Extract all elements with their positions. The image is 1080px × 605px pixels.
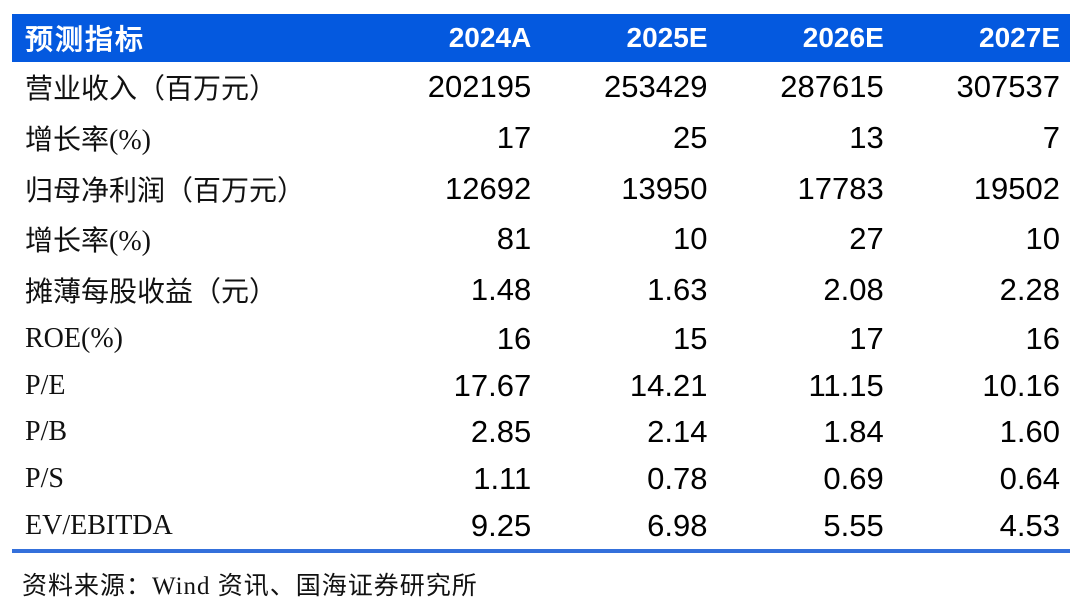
cell-value: 10 <box>1025 221 1060 257</box>
cell-value: 2.08 <box>823 272 884 308</box>
row-label: P/E <box>25 369 66 401</box>
cell-value: 16 <box>1025 320 1060 356</box>
row-label: 摊薄每股收益（元） <box>25 277 278 309</box>
cell-value: 0.64 <box>999 460 1060 496</box>
cell-value: 2.14 <box>647 414 708 450</box>
table-header-row: 预测指标 2024A 2025E 2026E 2027E <box>12 14 1070 62</box>
cell-value: 27 <box>849 221 884 257</box>
row-label: 增长率(%) <box>25 226 151 258</box>
cell-value: 10 <box>673 221 708 257</box>
row-label: EV/EBITDA <box>25 509 173 541</box>
row-label: 归母净利润（百万元） <box>25 175 306 207</box>
table-row: 增长率(%) 81 10 27 10 <box>12 214 1070 265</box>
row-label: 增长率(%) <box>25 125 151 157</box>
cell-value: 17 <box>849 320 884 356</box>
table-row: 增长率(%) 17 25 13 7 <box>12 113 1070 164</box>
table-row: 营业收入（百万元） 202195 253429 287615 307537 <box>12 62 1070 113</box>
table-row: P/B 2.85 2.14 1.84 1.60 <box>12 409 1070 456</box>
row-label: P/B <box>25 416 68 448</box>
header-year-2027e: 2027E <box>979 22 1060 53</box>
cell-value: 17783 <box>797 170 884 206</box>
cell-value: 13 <box>849 120 884 156</box>
cell-value: 14.21 <box>629 367 708 403</box>
forecast-table: 预测指标 2024A 2025E 2026E 2027E 营业收入（百万元） 2… <box>12 14 1070 602</box>
cell-value: 287615 <box>780 69 884 105</box>
bottom-rule <box>12 549 1070 553</box>
cell-value: 16 <box>496 320 532 356</box>
cell-value: 9.25 <box>470 507 532 543</box>
cell-value: 202195 <box>427 69 532 105</box>
header-year-2024a: 2024A <box>448 22 532 53</box>
table-row: P/E 17.67 14.21 11.15 10.16 <box>12 362 1070 409</box>
cell-value: 7 <box>1042 120 1060 156</box>
cell-value: 6.98 <box>647 507 708 543</box>
table-row: P/S 1.11 0.78 0.69 0.64 <box>12 456 1070 503</box>
cell-value: 17 <box>496 120 532 156</box>
row-label: 营业收入（百万元） <box>25 74 278 106</box>
cell-value: 0.78 <box>647 460 708 496</box>
row-label: P/S <box>25 462 64 494</box>
cell-value: 1.11 <box>473 460 532 496</box>
table-body: 营业收入（百万元） 202195 253429 287615 307537 增长… <box>12 62 1070 549</box>
cell-value: 307537 <box>956 69 1060 105</box>
cell-value: 19502 <box>973 170 1060 206</box>
header-year-2026e: 2026E <box>802 22 884 53</box>
cell-value: 13950 <box>621 170 708 206</box>
cell-value: 2.28 <box>999 272 1060 308</box>
cell-value: 5.55 <box>823 507 884 543</box>
cell-value: 10.16 <box>982 367 1060 403</box>
row-label: ROE(%) <box>25 322 123 354</box>
source-note: 资料来源：Wind 资讯、国海证券研究所 <box>22 573 478 600</box>
header-indicator-label: 预测指标 <box>25 25 146 56</box>
cell-value: 17.67 <box>453 367 532 403</box>
table-row: 摊薄每股收益（元） 1.48 1.63 2.08 2.28 <box>12 265 1070 316</box>
cell-value: 2.85 <box>470 414 532 450</box>
cell-value: 12692 <box>445 170 532 206</box>
table-row: ROE(%) 16 15 17 16 <box>12 316 1070 363</box>
cell-value: 1.63 <box>647 272 708 308</box>
cell-value: 1.60 <box>999 414 1060 450</box>
cell-value: 0.69 <box>823 460 884 496</box>
table-row: EV/EBITDA 9.25 6.98 5.55 4.53 <box>12 502 1070 549</box>
cell-value: 253429 <box>604 69 708 105</box>
cell-value: 4.53 <box>999 507 1060 543</box>
cell-value: 81 <box>496 221 532 257</box>
cell-value: 11.15 <box>808 367 884 403</box>
cell-value: 1.48 <box>470 272 532 308</box>
header-year-2025e: 2025E <box>626 22 708 53</box>
cell-value: 1.84 <box>823 414 884 450</box>
table-row: 归母净利润（百万元） 12692 13950 17783 19502 <box>12 163 1070 214</box>
cell-value: 25 <box>673 120 708 156</box>
cell-value: 15 <box>673 320 708 356</box>
